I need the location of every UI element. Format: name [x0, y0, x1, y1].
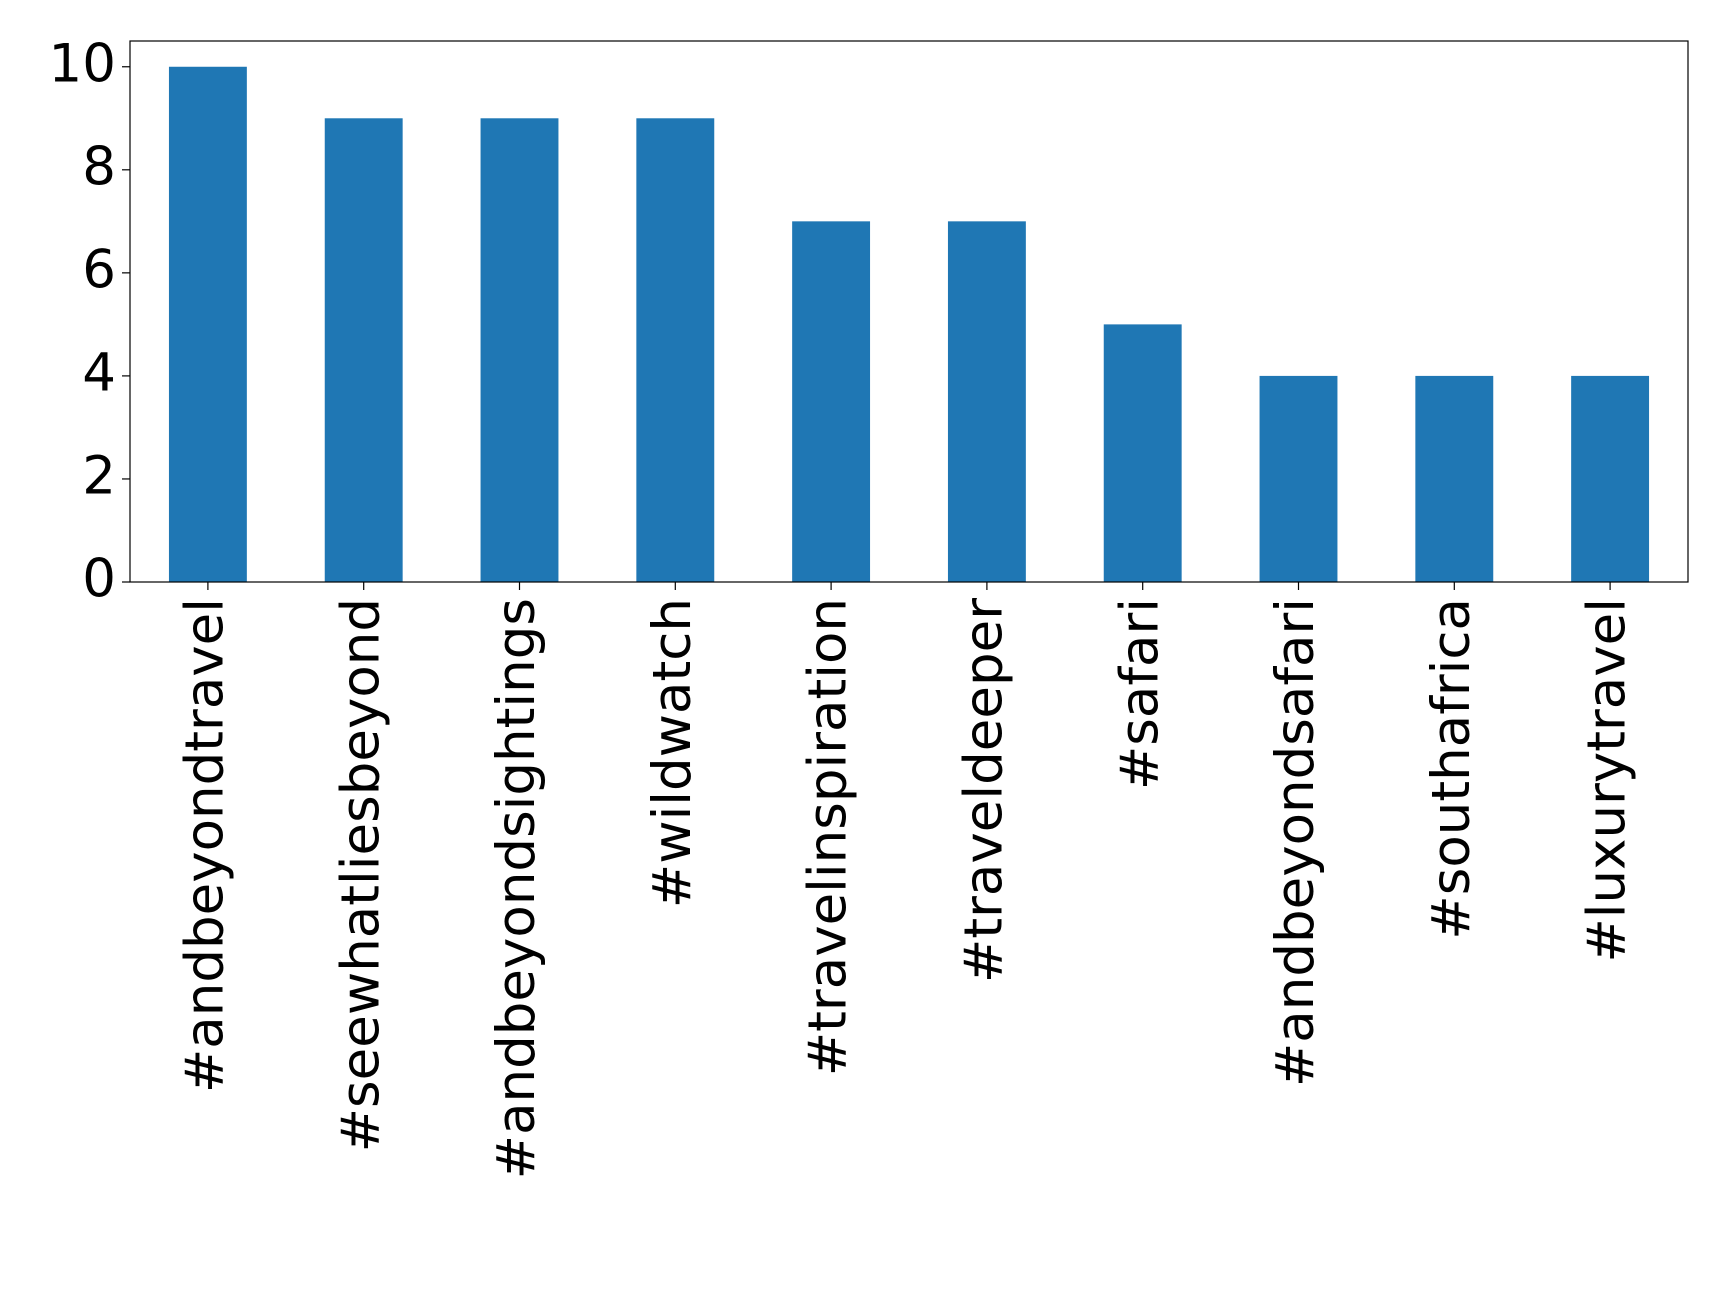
bar [636, 118, 715, 583]
bar [1103, 324, 1182, 582]
y-tick-label: 2 [82, 446, 116, 507]
x-tick-label: #traveldeeper [954, 598, 1015, 983]
x-tick-label: #southafrica [1421, 598, 1482, 940]
y-tick-label: 0 [82, 549, 116, 610]
x-tick-label: #andbeyondsightings [486, 598, 547, 1179]
x-tick-label: #seewhatliesbeyond [330, 598, 391, 1152]
x-tick-label: #luxurytravel [1577, 598, 1638, 963]
x-tick-label: #andbeyondsafari [1265, 598, 1326, 1087]
x-tick-label: #andbeyondtravel [175, 598, 236, 1093]
bar [480, 118, 559, 583]
y-tick-label: 6 [82, 239, 116, 300]
x-tick-label: #travelinspiration [798, 598, 859, 1076]
x-tick-label: #wildwatch [642, 598, 703, 908]
bar [1415, 375, 1494, 582]
bar [1571, 375, 1650, 582]
y-tick-label: 10 [49, 33, 116, 94]
bar [947, 221, 1026, 583]
bar [792, 221, 871, 583]
x-tick-label: #safari [1109, 598, 1170, 790]
bar [168, 66, 247, 582]
bar [1259, 375, 1338, 582]
bar [324, 118, 403, 583]
plot-frame [129, 40, 1689, 583]
y-tick-label: 4 [82, 343, 116, 404]
y-tick-label: 8 [82, 136, 116, 197]
